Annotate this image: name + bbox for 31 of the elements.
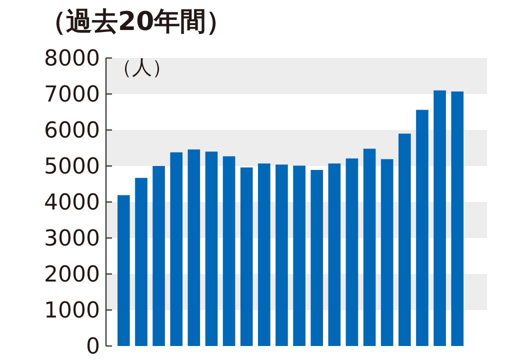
chart-title: （過去20年間） (40, 7, 232, 37)
bar (276, 164, 288, 346)
bar (240, 167, 253, 346)
bar (416, 110, 428, 346)
y-tick-label: 1000 (44, 298, 100, 324)
y-tick-label: 0 (86, 334, 100, 360)
bar (258, 163, 270, 346)
y-tick-label: 7000 (44, 82, 100, 108)
bar (222, 156, 236, 346)
bar (310, 170, 323, 346)
bar (170, 152, 182, 346)
bar (363, 148, 376, 346)
bar (451, 91, 464, 346)
bar (205, 152, 218, 346)
y-tick-label: 4000 (44, 190, 100, 216)
y-tick-label: 6000 (44, 118, 100, 144)
bar (118, 195, 130, 346)
y-tick-label: 3000 (44, 226, 100, 252)
y-axis-title: （人） (112, 55, 172, 79)
bar (293, 166, 306, 346)
bar (135, 178, 148, 346)
y-tick-label: 2000 (44, 262, 100, 288)
y-tick-label: 5000 (44, 154, 100, 180)
bar (434, 90, 446, 346)
bar (346, 158, 358, 346)
bar (398, 134, 411, 346)
bar (328, 163, 341, 346)
bar (380, 159, 394, 346)
y-tick-label: 8000 (44, 46, 100, 72)
bar (152, 166, 165, 346)
bar (188, 149, 200, 346)
